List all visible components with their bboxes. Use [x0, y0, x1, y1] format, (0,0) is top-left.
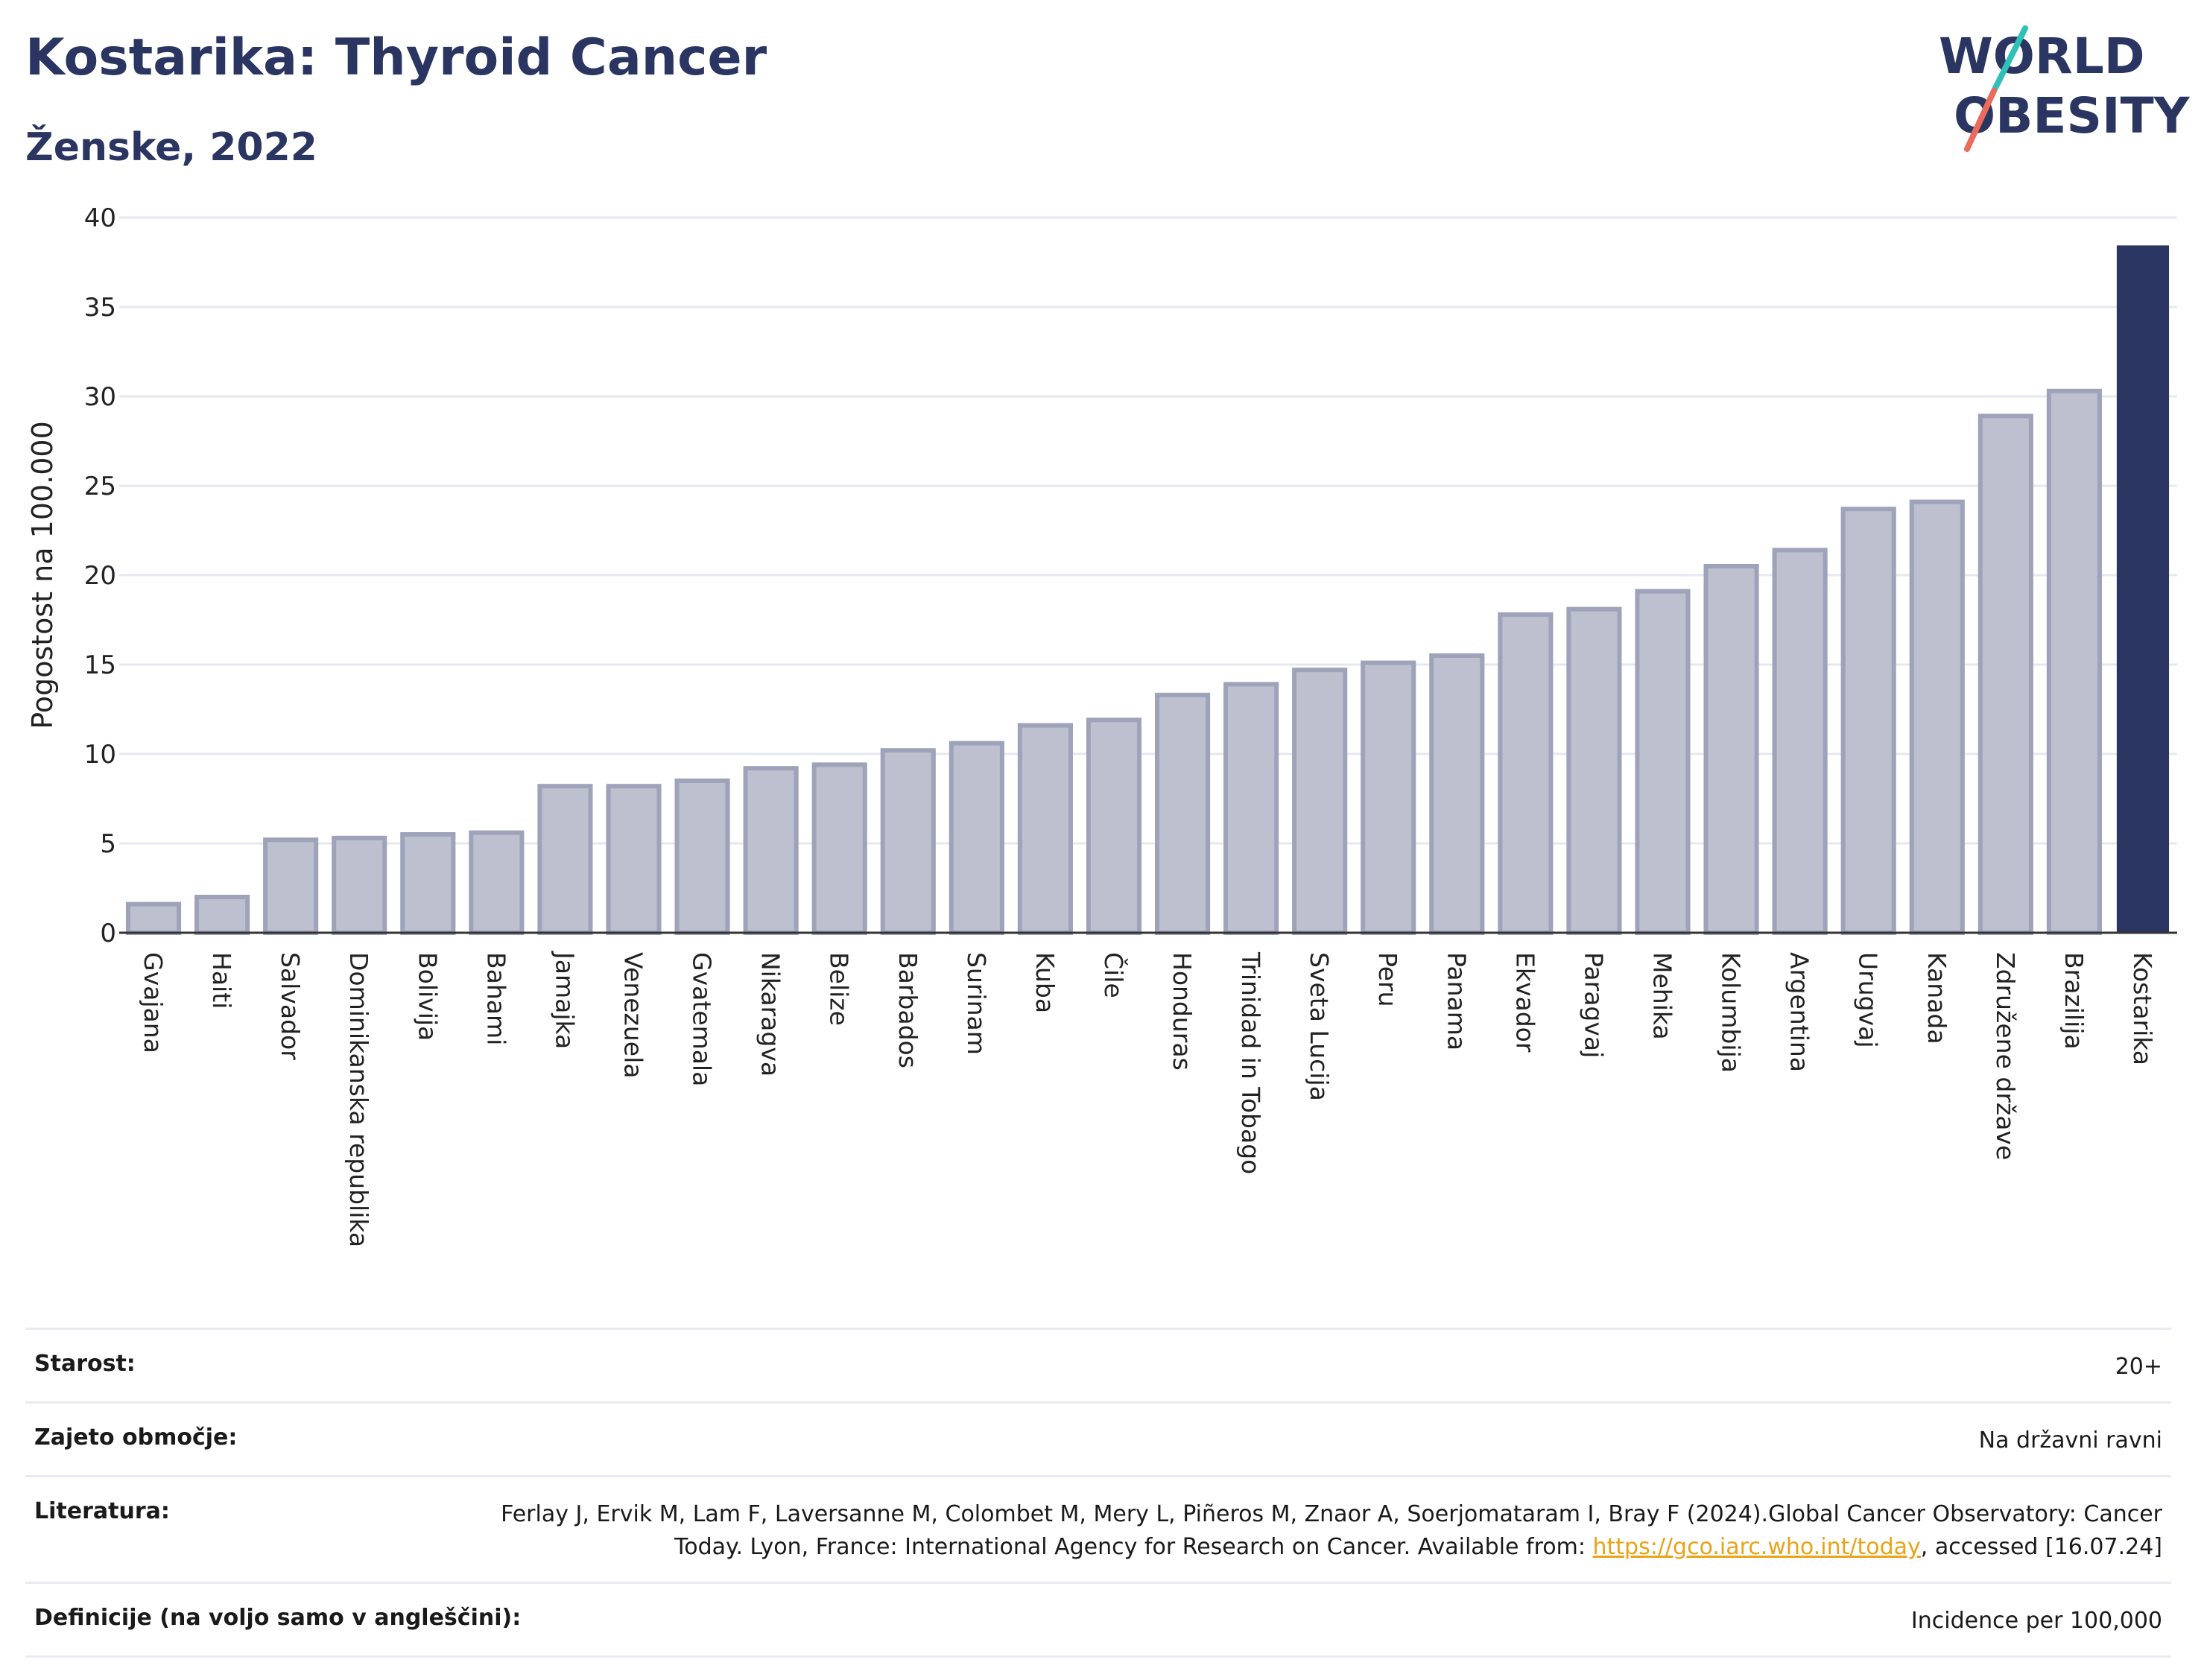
literature-label: Literatura: [34, 1498, 170, 1524]
x-tick-label: Argentina [1785, 952, 1814, 1072]
bar-chart: 0 5 10 15 20 25 30 35 40 Gvajana Haiti Salvador Domi… [26, 203, 2177, 1247]
bar-honduras [1154, 692, 1211, 935]
bar-kostarika [2116, 245, 2170, 933]
bar-združene-države [1977, 413, 2033, 935]
meta-row-age: Starost: 20+ [25, 1328, 2171, 1401]
age-label: Starost: [34, 1351, 136, 1377]
page-subtitle: Ženske, 2022 [25, 125, 317, 170]
definitions-value: Incidence per 100,000 [1910, 1608, 2162, 1634]
bar-kuba [1017, 723, 1073, 935]
y-tick-label: 20 [84, 561, 116, 591]
bar-belize [811, 762, 867, 936]
area-label: Zajeto območje: [34, 1424, 238, 1451]
x-tick-label: Gvajana [139, 952, 168, 1053]
x-tick-label: Venezuela [619, 952, 648, 1078]
x-tick-label: Haiti [207, 952, 236, 1009]
axes: 0 5 10 15 20 25 30 35 40 Gvajana Haiti Salvador Domi… [84, 203, 2177, 1247]
x-tick-label: Panama [1442, 952, 1471, 1050]
y-tick-label: 10 [84, 740, 116, 770]
x-tick-label: Paragvaj [1579, 952, 1608, 1058]
bar-čile [1086, 717, 1142, 936]
y-tick-label: 35 [84, 293, 116, 323]
literature-accessed: , accessed [16.07.24] [1920, 1534, 2162, 1560]
age-value: 20+ [2115, 1354, 2162, 1380]
x-tick-label: Salvador [276, 952, 305, 1060]
bar-dominikanska-republika [332, 835, 387, 936]
y-tick-label: 30 [84, 382, 116, 412]
literature-text: Ferlay J, Ervik M, Lam F, Laversanne M, … [501, 1501, 2162, 1560]
bar-bolivija [400, 832, 456, 935]
x-tick-label: Dominikanska republika [344, 952, 373, 1247]
x-tick-label: Belize [825, 952, 854, 1026]
x-tick-label: Gvatemala [688, 952, 717, 1086]
x-tick-label: Barbados [893, 952, 922, 1068]
bar-ekvador [1498, 612, 1554, 935]
y-tick-label: 40 [84, 203, 116, 233]
x-tick-label: Honduras [1168, 952, 1197, 1071]
bar-kolumbija [1703, 564, 1759, 935]
bar-kanada [1909, 499, 1965, 935]
bar-venezuela [606, 784, 662, 935]
x-tick-label: Bahami [481, 952, 510, 1045]
bar-panama [1429, 653, 1485, 935]
bars [125, 245, 2170, 936]
bar-salvador [263, 837, 319, 935]
world-obesity-logo: WORLD OBESITY [1939, 25, 2191, 152]
bar-gvajana [125, 901, 182, 935]
bar-urugvaj [1840, 507, 1896, 935]
y-tick-label: 25 [84, 472, 116, 501]
bar-jamajka [537, 784, 593, 935]
bar-trinidad-in-tobago [1223, 682, 1279, 936]
x-tick-label: Bolivija [413, 952, 442, 1041]
x-tick-label: Združene države [1991, 952, 2020, 1160]
x-tick-label: Urugvaj [1854, 952, 1883, 1048]
literature-link[interactable]: https://gco.iarc.who.int/today [1592, 1534, 1921, 1560]
bar-paragvaj [1566, 606, 1622, 935]
y-tick-label: 15 [84, 650, 116, 680]
logo-line1: WORLD [1939, 28, 2145, 85]
bar-nikaragva [743, 766, 799, 935]
bar-sveta-lucija [1292, 668, 1348, 935]
y-axis-title: Pogostost na 100.000 [26, 421, 59, 729]
x-tick-label: Peru [1373, 952, 1402, 1007]
meta-row-literature: Literatura: Ferlay J, Ervik M, Lam F, La… [25, 1475, 2171, 1582]
meta-row-area: Zajeto območje: Na državni ravni [25, 1401, 2171, 1475]
bar-haiti [194, 895, 250, 935]
y-tick-label: 0 [100, 919, 116, 948]
x-tick-label: Sveta Lucija [1305, 952, 1334, 1101]
meta-row-definitions: Definicije (na voljo samo v angleščini):… [25, 1582, 2171, 1658]
y-tick-label: 5 [100, 829, 116, 859]
x-tick-label: Mehika [1648, 952, 1677, 1040]
bar-argentina [1772, 548, 1828, 935]
x-tick-label: Ekvador [1510, 952, 1539, 1053]
x-tick-label: Jamajka [550, 951, 579, 1049]
area-value: Na državni ravni [1978, 1427, 2162, 1454]
bar-surinam [949, 741, 1004, 935]
bar-peru [1361, 660, 1416, 935]
x-tick-label: Kuba [1030, 952, 1060, 1013]
x-tick-label: Nikaragva [756, 952, 785, 1077]
x-tick-label: Trinidad in Tobago [1236, 951, 1265, 1174]
definitions-label: Definicije (na voljo samo v angleščini): [34, 1605, 522, 1631]
page-title: Kostarika: Thyroid Cancer [25, 28, 767, 87]
bar-mehika [1635, 589, 1691, 935]
metadata-table: Starost: 20+ Zajeto območje: Na državni … [25, 1328, 2171, 1658]
x-tick-label: Kolumbija [1717, 952, 1746, 1073]
bar-brazilija [2046, 388, 2102, 935]
literature-value: Ferlay J, Ervik M, Lam F, Laversanne M, … [449, 1498, 2162, 1564]
bar-barbados [880, 748, 936, 936]
x-tick-label: Čile [1099, 952, 1129, 998]
x-tick-label: Kanada [1922, 952, 1951, 1045]
x-tick-label: Surinam [962, 952, 991, 1055]
bar-bahami [469, 830, 525, 935]
bar-gvatemala [674, 779, 730, 935]
x-tick-label: Kostarika [2128, 952, 2157, 1065]
x-tick-label: Brazilija [2059, 952, 2089, 1050]
